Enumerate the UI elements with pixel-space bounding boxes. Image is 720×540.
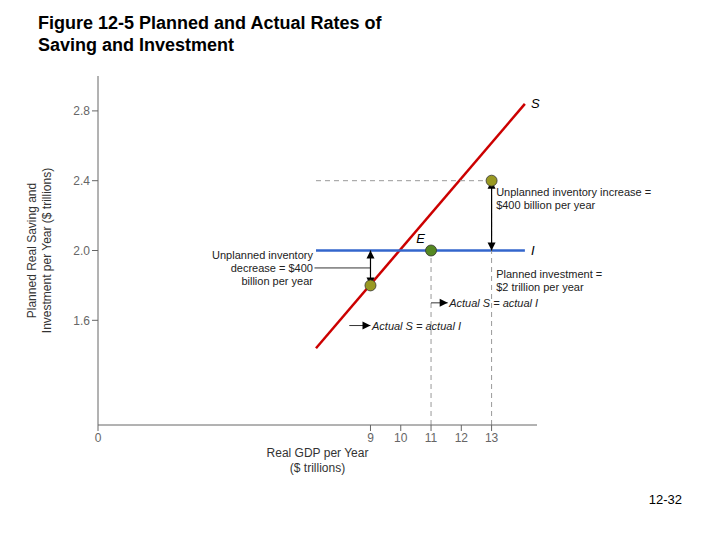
svg-text:Actual S = actual I: Actual S = actual I: [371, 320, 461, 332]
svg-text:9: 9: [367, 431, 374, 445]
svg-text:13: 13: [485, 431, 499, 445]
svg-text:10: 10: [394, 431, 408, 445]
svg-text:Real GDP per Year($ trillions): Real GDP per Year($ trillions): [267, 446, 369, 475]
svg-text:2.0: 2.0: [73, 244, 90, 258]
svg-text:12: 12: [455, 431, 469, 445]
html-text:12-32: 12-32: [648, 492, 682, 507]
svg-text:S: S: [531, 96, 540, 111]
svg-text:E: E: [416, 231, 425, 246]
svg-text:Planned investment =$2 trillio: Planned investment =$2 trillion per year: [496, 268, 602, 293]
svg-text:Unplanned inventory increase =: Unplanned inventory increase =$400 billi…: [496, 186, 651, 211]
svg-text:0: 0: [95, 431, 102, 445]
svg-text:11: 11: [425, 431, 438, 445]
svg-text:I: I: [531, 243, 535, 258]
svg-text:Planned Real Saving andInvestm: Planned Real Saving andInvestment per Ye…: [25, 168, 54, 333]
svg-text:Unplanned inventorydecrease =: Unplanned inventorydecrease = $400billio…: [212, 249, 313, 287]
svg-text:2.4: 2.4: [73, 174, 90, 188]
html-text:Figure 12-5 Planned and Actual: Figure 12-5 Planned and Actual Rates of …: [38, 13, 382, 55]
svg-text:Actual S = actual I: Actual S = actual I: [448, 297, 538, 309]
svg-text:1.6: 1.6: [73, 314, 90, 328]
svg-text:2.8: 2.8: [73, 104, 90, 118]
